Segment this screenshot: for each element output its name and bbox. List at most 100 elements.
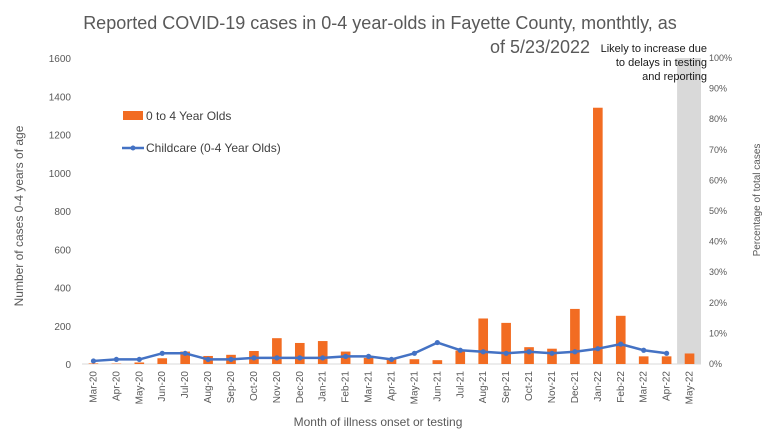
bar-Mar-22 bbox=[638, 356, 649, 364]
y2-tick-label: 60% bbox=[709, 175, 727, 185]
line-point-Sep-21 bbox=[503, 350, 509, 356]
y2-tick-label: 20% bbox=[709, 298, 727, 308]
shaded-incomplete-region bbox=[677, 58, 701, 364]
bar-Jun-21 bbox=[432, 360, 443, 364]
y2-axis-ticks: 0% 10% 20% 30% 40% 50% 60% 70% 80% 90% 100% bbox=[709, 53, 732, 369]
chart-title-line2: of 5/23/2022 bbox=[490, 37, 590, 57]
bar-Feb-22 bbox=[615, 315, 626, 364]
chart-title: Reported COVID-19 cases in 0-4 year-olds… bbox=[83, 13, 677, 57]
line-point-Apr-20 bbox=[113, 356, 119, 363]
x-tick-label: Mar-22 bbox=[639, 371, 650, 403]
bar-Dec-20 bbox=[294, 342, 305, 364]
note-line: and reporting bbox=[642, 71, 707, 83]
x-tick-label: Apr-20 bbox=[111, 371, 122, 401]
x-tick-label: Jul-21 bbox=[455, 371, 466, 399]
legend-swatch-bars bbox=[123, 111, 143, 120]
y-tick-label: 1000 bbox=[49, 169, 72, 180]
bar-Jul-20 bbox=[180, 351, 190, 364]
y-tick-label: 200 bbox=[54, 322, 71, 333]
x-tick-label: May-20 bbox=[134, 371, 145, 405]
x-tick-label: Mar-21 bbox=[364, 371, 375, 403]
line-point-Jun-21 bbox=[434, 339, 440, 346]
y2-tick-label: 100% bbox=[709, 53, 732, 63]
x-tick-label: Aug-20 bbox=[203, 371, 214, 404]
x-tick-label: Dec-21 bbox=[570, 371, 581, 404]
bar-May-22 bbox=[684, 353, 695, 364]
line-point-Jan-21 bbox=[320, 355, 326, 361]
legend-swatch-marker bbox=[130, 145, 136, 151]
line-point-Mar-21 bbox=[365, 353, 372, 359]
bar-Jan-22 bbox=[593, 107, 603, 364]
y2-tick-label: 80% bbox=[709, 114, 727, 124]
y-tick-label: 400 bbox=[54, 284, 71, 295]
legend: 0 to 4 Year Olds Childcare (0-4 Year Old… bbox=[122, 109, 281, 155]
y2-tick-label: 90% bbox=[709, 84, 727, 94]
line-point-Oct-20 bbox=[251, 355, 257, 361]
line-point-Apr-21 bbox=[388, 356, 395, 363]
line-point-Nov-21 bbox=[549, 350, 555, 356]
x-tick-label: May-22 bbox=[685, 371, 696, 405]
line-path bbox=[93, 341, 667, 363]
bar-Sep-21 bbox=[501, 322, 511, 364]
x-tick-label: Sep-21 bbox=[501, 371, 512, 404]
bar-Jun-20 bbox=[157, 358, 168, 364]
x-axis-title: Month of illness onset or testing bbox=[294, 415, 463, 429]
x-tick-label: Nov-21 bbox=[547, 371, 558, 404]
bar-Nov-20 bbox=[272, 338, 282, 364]
line-point-Mar-22 bbox=[641, 347, 647, 353]
x-tick-label: Aug-21 bbox=[478, 371, 489, 404]
x-tick-label: Jan-21 bbox=[318, 371, 329, 402]
y-tick-label: 0 bbox=[65, 360, 71, 371]
y2-axis-title: Percentage of total cases bbox=[752, 144, 763, 257]
y-tick-label: 600 bbox=[54, 245, 71, 256]
x-tick-label: Sep-20 bbox=[226, 371, 237, 404]
y-tick-label: 1600 bbox=[49, 54, 72, 65]
line-point-Feb-22 bbox=[618, 341, 624, 347]
y-tick-label: 1400 bbox=[49, 92, 72, 103]
bar-Apr-22 bbox=[661, 356, 672, 364]
legend-label-bars: 0 to 4 Year Olds bbox=[146, 109, 231, 123]
line-point-Feb-21 bbox=[343, 353, 349, 359]
incomplete-data-note: Likely to increase due to delays in testi… bbox=[601, 43, 707, 83]
x-tick-label: Oct-20 bbox=[249, 371, 260, 401]
x-tick-label: Oct-21 bbox=[524, 371, 535, 401]
x-tick-label: Jan-22 bbox=[593, 371, 604, 402]
line-point-Dec-21 bbox=[572, 349, 578, 355]
x-tick-label: Apr-22 bbox=[662, 371, 673, 401]
bar-Nov-21 bbox=[547, 348, 557, 364]
x-tick-label: Jun-21 bbox=[432, 371, 443, 402]
x-axis-ticks: Mar-20 Apr-20 May-20 Jun-20 Jul-20 Aug-20 Sep-… bbox=[88, 371, 695, 405]
x-tick-label: Apr-21 bbox=[387, 371, 398, 401]
y2-tick-label: 40% bbox=[709, 237, 727, 247]
y-tick-label: 800 bbox=[54, 207, 71, 218]
line-point-Aug-21 bbox=[480, 349, 486, 355]
line-point-Jun-20 bbox=[159, 350, 165, 356]
x-tick-label: Feb-22 bbox=[616, 371, 627, 403]
note-line: Likely to increase due bbox=[601, 43, 707, 55]
x-tick-label: Feb-21 bbox=[341, 371, 352, 403]
line-point-Jan-22 bbox=[595, 346, 601, 352]
y2-tick-label: 10% bbox=[709, 328, 727, 338]
line-point-Sep-20 bbox=[228, 356, 234, 363]
y2-tick-label: 50% bbox=[709, 206, 727, 216]
y-axis-title: Number of cases 0-4 years of age bbox=[12, 125, 26, 306]
line-series bbox=[90, 339, 670, 364]
bar-Aug-21 bbox=[478, 318, 489, 364]
line-point-Apr-22 bbox=[664, 350, 670, 356]
bar-Mar-20 bbox=[88, 363, 99, 364]
bar-Dec-21 bbox=[570, 308, 580, 364]
x-tick-label: Nov-20 bbox=[272, 371, 283, 404]
y2-tick-label: 30% bbox=[709, 267, 727, 277]
line-point-Aug-20 bbox=[205, 356, 211, 363]
x-tick-label: Dec-20 bbox=[295, 371, 306, 404]
x-tick-label: May-21 bbox=[409, 371, 420, 405]
legend-label-line: Childcare (0-4 Year Olds) bbox=[146, 141, 281, 155]
y2-tick-label: 0% bbox=[709, 359, 722, 369]
bar-Jan-21 bbox=[317, 341, 328, 364]
line-point-Dec-20 bbox=[297, 355, 303, 361]
bar-May-20 bbox=[134, 362, 145, 364]
note-line: to delays in testing bbox=[616, 57, 707, 69]
bar-Mar-21 bbox=[363, 357, 374, 364]
bar-Jul-21 bbox=[455, 350, 466, 364]
